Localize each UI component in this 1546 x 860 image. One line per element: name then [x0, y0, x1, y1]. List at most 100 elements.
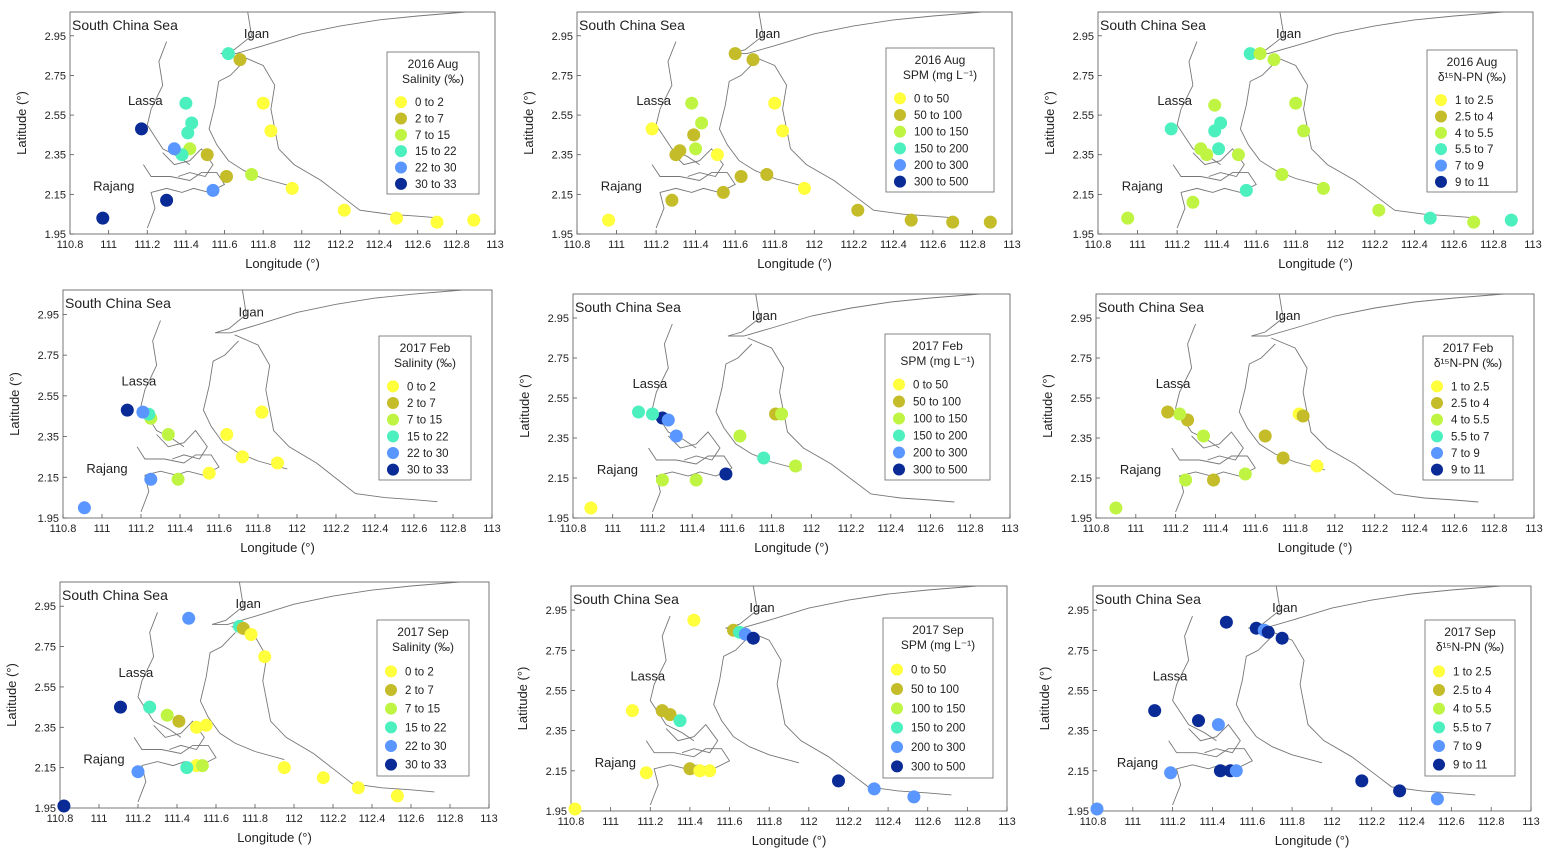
legend-title: 2017 Feb: [912, 339, 963, 353]
x-tick-label: 110.8: [1080, 816, 1107, 828]
legend-swatch: [385, 684, 397, 696]
y-tick-label: 2.15: [1071, 473, 1092, 485]
coastline: [718, 61, 805, 187]
legend-subtitle: δ¹⁵N-PN (‰): [1434, 356, 1502, 370]
y-tick-label: 2.35: [35, 722, 56, 734]
legend-item: 2.5 to 4: [1451, 398, 1490, 410]
station-point: [733, 429, 747, 443]
x-axis-label: Longitude (°): [1278, 256, 1353, 271]
legend-item: 9 to 11: [1451, 465, 1485, 477]
y-tick-label: 2.95: [1068, 605, 1089, 617]
y-axis-label: Latitude (°): [517, 374, 532, 438]
coastline: [1235, 635, 1323, 764]
legend-item: 22 to 30: [405, 741, 447, 753]
x-tick-label: 111.4: [1204, 239, 1230, 251]
legend-swatch: [395, 112, 407, 125]
legend-swatch: [894, 175, 906, 188]
station-point: [1393, 784, 1407, 798]
legend-swatch: [1431, 447, 1443, 459]
x-tick-label: 112: [1326, 523, 1344, 535]
legend-item: 22 to 30: [407, 448, 449, 460]
panel-frame: [576, 11, 1013, 235]
y-axis-label: Latitude (°): [7, 372, 22, 436]
legend-swatch: [894, 159, 906, 171]
y-tick-label: 2.75: [552, 70, 573, 82]
station-point: [160, 708, 174, 722]
x-tick-label: 112.6: [920, 239, 947, 251]
x-tick-label: 111.2: [637, 816, 663, 828]
station-point: [689, 142, 703, 156]
legend-swatch: [1435, 126, 1447, 139]
x-tick-label: 112.6: [1441, 523, 1468, 535]
coastline: [1251, 293, 1505, 337]
label-igan: Igan: [749, 600, 774, 615]
legend-item: 2 to 7: [415, 114, 444, 126]
coastline: [214, 289, 463, 334]
legend-swatch: [1433, 758, 1445, 771]
x-tick-label: 111: [602, 816, 619, 828]
legend-swatch: [893, 395, 905, 408]
x-tick-label: 112.4: [1401, 523, 1428, 535]
station-point: [171, 472, 185, 486]
map-panel: 110.8 111 111.2 111.4 111.6 111.8 112 112.2 112.…: [7, 289, 501, 555]
y-axis-label: Latitude (°): [1037, 667, 1052, 731]
y-tick-label: 2.75: [548, 353, 569, 365]
legend-subtitle: Salinity (‰): [402, 72, 464, 86]
x-tick-label: 112.6: [401, 523, 428, 535]
x-axis-label: Longitude (°): [1275, 833, 1350, 848]
x-tick-label: 112.2: [320, 813, 347, 825]
legend-item: 7 to 15: [405, 704, 440, 716]
station-point: [114, 700, 127, 714]
x-tick-label: 110.8: [50, 523, 77, 535]
x-tick-label: 111.8: [759, 523, 785, 535]
x-tick-label: 112.8: [440, 523, 467, 535]
station-point: [351, 781, 365, 795]
x-tick-label: 112.8: [443, 239, 470, 251]
legend-item: 2 to 7: [407, 398, 436, 410]
legend-item: 15 to 22: [405, 722, 447, 734]
legend-subtitle: SPM (mg L⁻¹): [901, 638, 975, 652]
label-south-china-sea: South China Sea: [575, 299, 681, 315]
station-point: [1186, 195, 1200, 209]
panel-frame: [69, 11, 496, 235]
legend-swatch: [1431, 397, 1443, 409]
station-point: [1372, 203, 1386, 217]
label-lassa: Lassa: [636, 93, 671, 108]
x-tick-label: 112: [800, 816, 818, 828]
legend-swatch: [891, 721, 903, 734]
station-point: [1109, 501, 1123, 515]
station-point: [683, 762, 697, 776]
x-tick-label: 113: [480, 813, 498, 825]
station-point: [1238, 467, 1252, 481]
y-tick-label: 2.35: [38, 432, 59, 444]
x-tick-label: 111.6: [1239, 816, 1265, 828]
x-tick-label: 112.2: [323, 523, 350, 535]
y-tick-label: 2.75: [1071, 353, 1092, 365]
x-tick-label: 111: [1129, 239, 1146, 251]
label-south-china-sea: South China Sea: [1100, 17, 1206, 33]
legend-swatch: [395, 96, 407, 109]
map-panel: 110.8 111 111.2 111.4 111.6 111.8 112 112.2 112.…: [1040, 293, 1543, 555]
coastline: [133, 737, 217, 803]
y-tick-label: 2.75: [546, 645, 567, 657]
legend-item: 100 to 150: [914, 127, 968, 139]
x-tick-label: 111.4: [1203, 523, 1229, 535]
x-tick-label: 112.6: [1438, 816, 1465, 828]
station-point: [1296, 409, 1310, 423]
y-tick-label: 2.75: [1073, 70, 1094, 82]
station-point: [181, 126, 195, 140]
x-tick-label: 112.6: [914, 816, 941, 828]
legend-swatch: [387, 463, 399, 476]
station-point: [190, 720, 203, 734]
legend-subtitle: SPM (mg L⁻¹): [900, 354, 974, 368]
station-point: [746, 53, 760, 67]
x-tick-label: 112.2: [327, 239, 354, 251]
station-point: [646, 407, 659, 421]
legend-title: 2017 Sep: [1444, 625, 1496, 639]
x-tick-label: 112.2: [840, 239, 867, 251]
legend-swatch: [891, 760, 903, 773]
y-tick-label: 2.35: [1071, 433, 1092, 445]
x-tick-label: 111.8: [762, 239, 788, 251]
x-tick-label: 111.8: [756, 816, 782, 828]
x-axis-label: Longitude (°): [752, 833, 827, 848]
